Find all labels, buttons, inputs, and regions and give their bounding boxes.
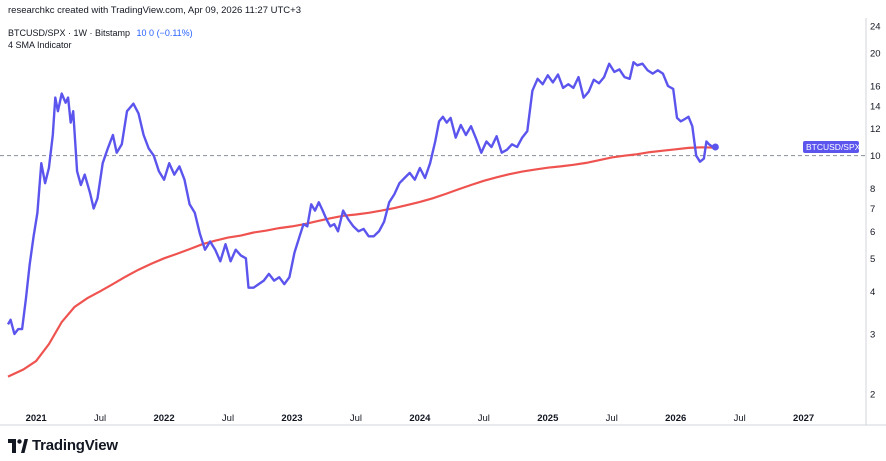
price-series-line — [6, 61, 716, 336]
y-tick-label: 12 — [870, 124, 881, 135]
x-tick-label: Jul — [478, 413, 490, 424]
x-tick-label: Jul — [734, 413, 746, 424]
last-price-tag-label: BTCUSD/SPX — [806, 142, 861, 152]
y-tick-label: 24 — [870, 22, 881, 33]
symbol-line: BTCUSD/SPX · 1W · Bitstamp — [8, 28, 131, 38]
tradingview-logo[interactable]: TradingView — [8, 437, 118, 454]
y-tick-label: 6 — [870, 227, 875, 238]
x-axis[interactable]: 2021 Jul 2022 Jul 2023 Jul 2024 Jul 2025 Jul 2026 J… — [26, 413, 815, 424]
y-tick-label: 7 — [870, 204, 875, 215]
x-tick-label: Jul — [606, 413, 618, 424]
symbol-value: 10 0 (−0.11%) — [136, 28, 193, 38]
x-tick-label: 2021 — [26, 413, 48, 424]
symbol-legend[interactable]: BTCUSD/SPX · 1W · Bitstamp 10 0 (−0.11%) — [8, 28, 193, 38]
y-tick-label: 2 — [870, 390, 875, 401]
x-tick-label: Jul — [222, 413, 234, 424]
x-tick-label: 2025 — [537, 413, 559, 424]
y-tick-label: 3 — [870, 329, 875, 340]
x-tick-label: 2026 — [665, 413, 686, 424]
last-price-marker — [711, 143, 719, 151]
x-tick-label: Jul — [350, 413, 362, 424]
y-tick-label: 8 — [870, 184, 875, 195]
x-tick-label: 2027 — [793, 413, 814, 424]
y-tick-label: 14 — [870, 101, 881, 112]
y-tick-label: 16 — [870, 82, 881, 93]
x-tick-label: Jul — [94, 413, 106, 424]
y-axis[interactable]: 2 3 4 5 6 7 8 10 12 14 16 20 24 — [870, 22, 881, 401]
logo-wordmark: TradingView — [32, 437, 118, 454]
y-tick-label: 20 — [870, 49, 881, 60]
sma-series-line — [7, 146, 716, 378]
last-price-tag: BTCUSD/SPX — [803, 141, 861, 154]
chart-credit: researchkc created with TradingView.com,… — [8, 5, 301, 16]
y-tick-label: 10 — [870, 151, 881, 162]
x-tick-label: 2024 — [409, 413, 431, 424]
indicator-legend[interactable]: 4 SMA Indicator — [8, 40, 72, 50]
x-tick-label: 2022 — [153, 413, 174, 424]
chart-plot-area — [0, 18, 886, 426]
y-tick-label: 4 — [870, 287, 875, 298]
x-tick-label: 2023 — [281, 413, 302, 424]
y-tick-label: 5 — [870, 254, 875, 265]
tradingview-logo-icon — [8, 438, 28, 453]
